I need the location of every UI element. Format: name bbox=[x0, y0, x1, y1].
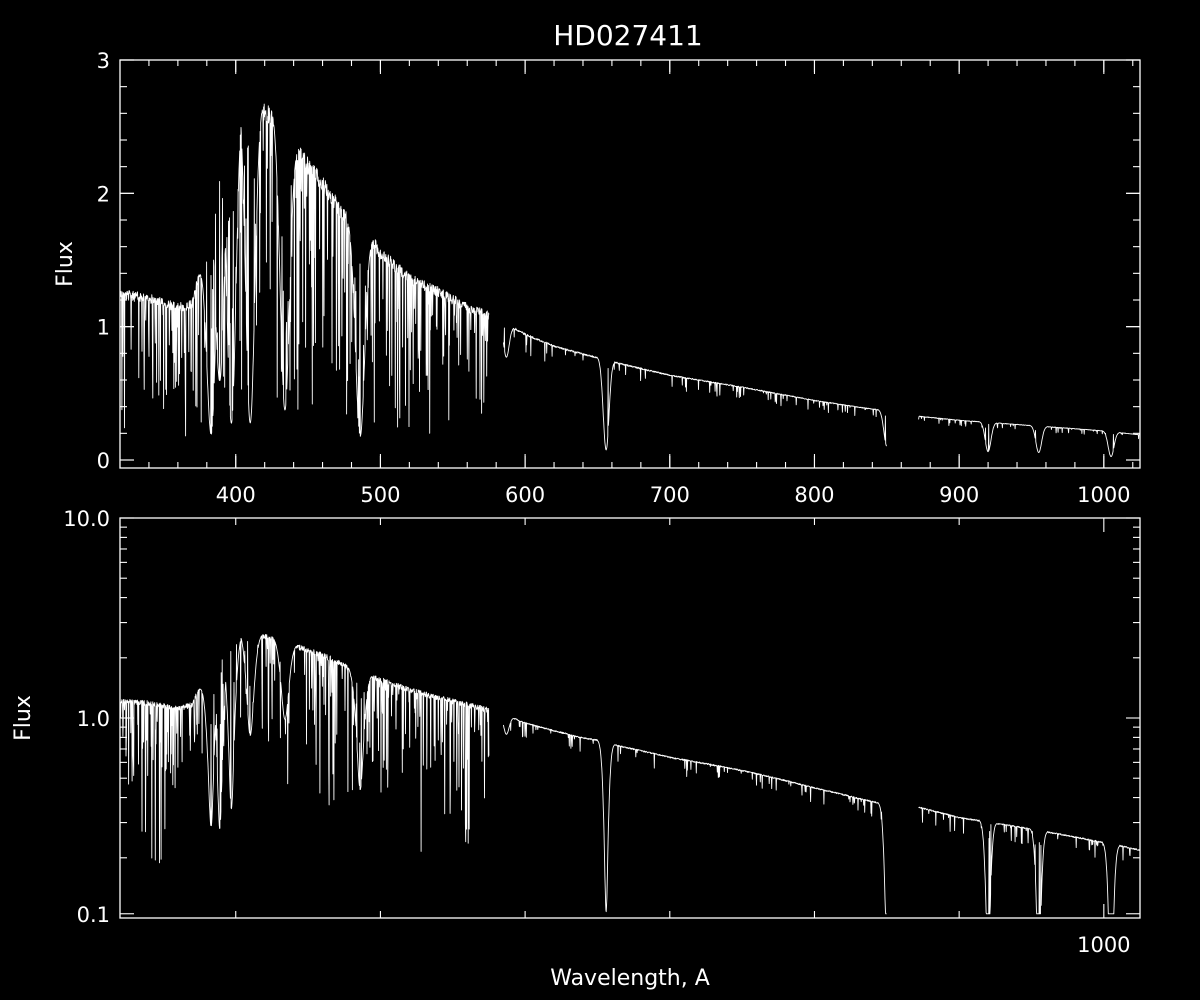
x-tick-label: 400 bbox=[216, 483, 256, 507]
linear-panel-ticks: 400 500 600 700 800 900 1000 0 1 2 3 bbox=[97, 49, 1140, 507]
linear-spectrum-line bbox=[119, 103, 1141, 457]
log-spectrum-line bbox=[119, 633, 1141, 915]
x-tick-label: 600 bbox=[505, 483, 545, 507]
x-axis-label: Wavelength, A bbox=[550, 966, 710, 991]
chart-title: HD027411 bbox=[553, 19, 703, 52]
x-tick-label: 1000 bbox=[1077, 933, 1130, 957]
x-tick-label: 700 bbox=[650, 483, 690, 507]
linear-panel-ylabel: Flux bbox=[53, 241, 78, 287]
linear-panel: 400 500 600 700 800 900 1000 0 1 2 3 Flux bbox=[53, 49, 1141, 507]
x-tick-label: 1000 bbox=[1077, 483, 1130, 507]
linear-panel-frame bbox=[119, 59, 1141, 469]
y-tick-label: 1 bbox=[97, 316, 110, 340]
x-tick-label: 500 bbox=[360, 483, 400, 507]
y-tick-label: 0.1 bbox=[77, 903, 110, 927]
log-panel-frame bbox=[119, 517, 1141, 919]
y-tick-label: 0 bbox=[97, 449, 110, 473]
x-tick-label: 900 bbox=[939, 483, 979, 507]
log-panel-ticks: 1000 0.1 1.0 10.0 bbox=[63, 507, 1140, 957]
log-panel-ylabel: Flux bbox=[11, 695, 36, 741]
y-tick-label: 3 bbox=[97, 49, 110, 73]
log-panel: 1000 0.1 1.0 10.0 Flux Wavelength, A bbox=[11, 507, 1141, 991]
y-tick-label: 2 bbox=[97, 182, 110, 206]
y-tick-label: 10.0 bbox=[63, 507, 110, 531]
y-tick-label: 1.0 bbox=[77, 707, 110, 731]
x-tick-label: 800 bbox=[794, 483, 834, 507]
